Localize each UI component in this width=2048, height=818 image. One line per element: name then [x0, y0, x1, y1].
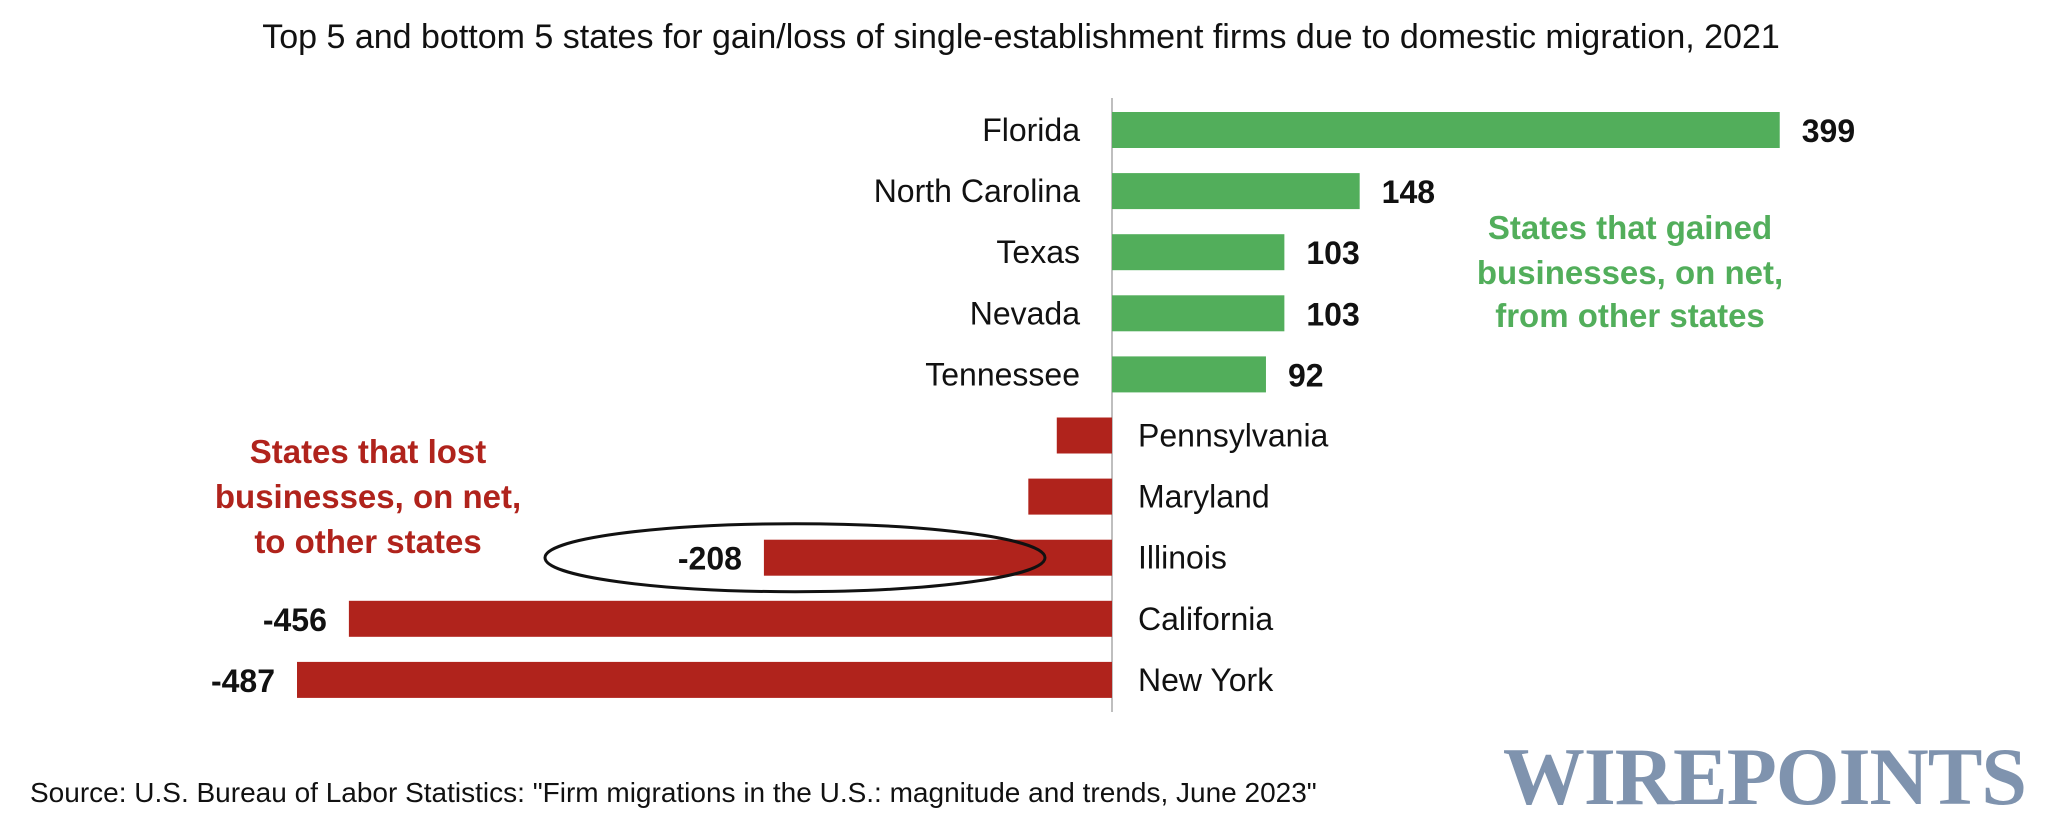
value-label-nevada: 103	[1306, 296, 1359, 332]
lost-annotation-line: States that lost	[250, 433, 487, 470]
value-label-california: -456	[263, 602, 327, 638]
bar-florida	[1112, 112, 1780, 148]
category-label-pennsylvania: Pennsylvania	[1138, 418, 1329, 454]
bar-pennsylvania	[1056, 417, 1112, 454]
value-label-new-york: -487	[211, 663, 275, 699]
category-label-florida: Florida	[982, 112, 1080, 148]
category-label-nevada: Nevada	[970, 295, 1081, 331]
chart-title: Top 5 and bottom 5 states for gain/loss …	[262, 18, 1780, 56]
category-label-new-york: New York	[1138, 662, 1274, 698]
value-label-illinois: -208	[678, 541, 742, 577]
lost-annotation-line: to other states	[254, 523, 481, 560]
category-label-california: California	[1138, 601, 1273, 637]
value-label-north-carolina: 148	[1382, 174, 1435, 210]
value-label-florida: 399	[1802, 113, 1855, 149]
bar-maryland	[1028, 478, 1112, 515]
bar-california	[348, 600, 1112, 637]
bar-illinois	[763, 539, 1112, 576]
source-citation: Source: U.S. Bureau of Labor Statistics:…	[30, 777, 1317, 808]
category-label-north-carolina: North Carolina	[874, 173, 1081, 209]
category-label-maryland: Maryland	[1138, 479, 1270, 515]
bar-nevada	[1112, 295, 1285, 332]
bar-tennessee	[1112, 356, 1266, 393]
lost-annotation: States that lost businesses, on net, to …	[215, 433, 521, 560]
highlight-ellipse-illinois	[543, 522, 1047, 594]
bars-layer	[297, 112, 1780, 698]
category-label-texas: Texas	[996, 234, 1080, 270]
gained-annotation-line: States that gained	[1488, 209, 1772, 246]
gained-annotation-line: from other states	[1495, 297, 1765, 334]
gained-annotation-line: businesses, on net,	[1477, 254, 1783, 291]
category-label-tennessee: Tennessee	[925, 356, 1080, 392]
bar-texas	[1112, 234, 1285, 271]
labels-layer: Florida 399 North Carolina 148 Texas 103 Nevad…	[211, 112, 1855, 699]
bar-new-york	[297, 661, 1112, 698]
wirepoints-logo: WIREPOINTS	[1503, 731, 2026, 818]
bar-north-carolina	[1112, 173, 1360, 210]
value-label-tennessee: 92	[1288, 357, 1324, 393]
lost-annotation-line: businesses, on net,	[215, 478, 521, 515]
gained-annotation: States that gained businesses, on net, f…	[1477, 209, 1783, 334]
category-label-illinois: Illinois	[1138, 540, 1227, 576]
value-label-texas: 103	[1306, 235, 1359, 271]
